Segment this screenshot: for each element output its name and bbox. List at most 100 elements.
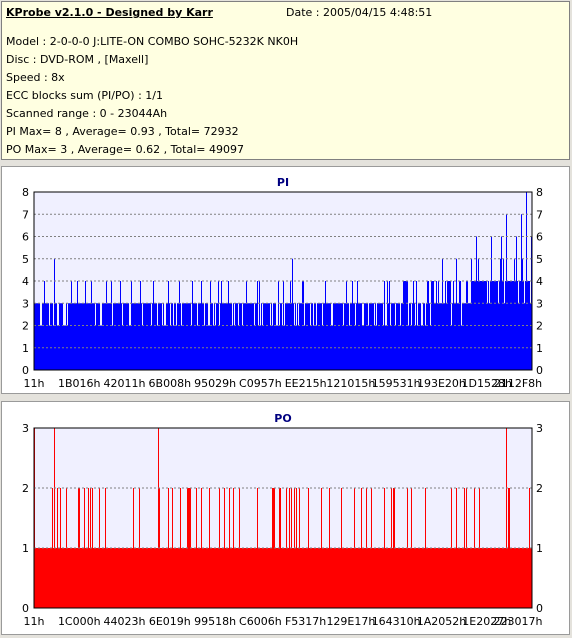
data-bar bbox=[367, 303, 368, 370]
data-bar bbox=[91, 548, 92, 608]
y-tick-label-left: 2 bbox=[22, 320, 29, 333]
data-bar bbox=[143, 548, 144, 608]
data-bar bbox=[323, 548, 324, 608]
data-bar bbox=[166, 303, 167, 370]
data-bar bbox=[303, 548, 304, 608]
y-tick-label-right: 2 bbox=[536, 320, 543, 333]
data-bar bbox=[523, 548, 524, 608]
data-bar bbox=[500, 258, 501, 370]
data-bar bbox=[140, 281, 141, 370]
data-bar bbox=[393, 488, 394, 608]
data-bar bbox=[385, 548, 386, 608]
data-bar bbox=[373, 303, 374, 370]
data-bar bbox=[127, 303, 128, 370]
data-bar bbox=[367, 548, 368, 608]
data-bar bbox=[337, 303, 338, 370]
data-bar bbox=[163, 303, 164, 370]
data-bar bbox=[514, 548, 515, 608]
data-bar bbox=[237, 303, 238, 370]
data-bar bbox=[311, 548, 312, 608]
data-bar bbox=[99, 303, 100, 370]
data-bar bbox=[289, 303, 290, 370]
data-bar bbox=[52, 488, 53, 608]
data-bar bbox=[145, 548, 146, 608]
data-bar bbox=[301, 548, 302, 608]
data-bar bbox=[98, 303, 99, 370]
data-bar bbox=[193, 548, 194, 608]
data-bar bbox=[69, 303, 70, 370]
data-bar bbox=[207, 548, 208, 608]
data-bar bbox=[263, 548, 264, 608]
data-bar bbox=[167, 548, 168, 608]
data-bar bbox=[285, 548, 286, 608]
data-bar bbox=[224, 488, 225, 608]
data-bar bbox=[237, 548, 238, 608]
data-bar bbox=[348, 303, 349, 370]
data-bar bbox=[254, 548, 255, 608]
data-bar bbox=[338, 303, 339, 370]
data-bar bbox=[120, 281, 121, 370]
data-bar bbox=[325, 281, 326, 370]
data-bar bbox=[444, 303, 445, 370]
data-bar bbox=[378, 303, 379, 370]
data-bar bbox=[395, 548, 396, 608]
data-bar bbox=[177, 548, 178, 608]
data-bar bbox=[493, 548, 494, 608]
data-bar bbox=[495, 548, 496, 608]
data-bar bbox=[306, 548, 307, 608]
data-bar bbox=[276, 325, 277, 370]
data-bar bbox=[66, 303, 67, 370]
data-bar bbox=[268, 303, 269, 370]
data-bar bbox=[109, 548, 110, 608]
data-bar bbox=[124, 548, 125, 608]
data-bar bbox=[340, 303, 341, 370]
data-bar bbox=[199, 303, 200, 370]
data-bar bbox=[134, 548, 135, 608]
y-tick-label-left: 3 bbox=[22, 297, 29, 310]
data-bar bbox=[381, 303, 382, 370]
data-bar bbox=[206, 548, 207, 608]
data-bar bbox=[82, 548, 83, 608]
x-tick-label: 1E2027h bbox=[462, 615, 511, 628]
data-bar bbox=[126, 548, 127, 608]
data-bar bbox=[322, 548, 323, 608]
data-bar bbox=[327, 303, 328, 370]
data-bar bbox=[440, 303, 441, 370]
data-bar bbox=[159, 303, 160, 370]
data-bar bbox=[457, 303, 458, 370]
x-tick-label: 11h bbox=[24, 615, 45, 628]
data-bar bbox=[514, 258, 515, 370]
data-bar bbox=[316, 325, 317, 370]
data-bar bbox=[433, 281, 434, 370]
data-bar bbox=[197, 325, 198, 370]
data-bar bbox=[46, 548, 47, 608]
data-bar bbox=[287, 548, 288, 608]
data-bar bbox=[329, 303, 330, 370]
data-bar bbox=[423, 303, 424, 370]
data-bar bbox=[377, 303, 378, 370]
data-bar bbox=[75, 548, 76, 608]
data-bar bbox=[36, 548, 37, 608]
data-bar bbox=[487, 548, 488, 608]
data-bar bbox=[144, 548, 145, 608]
data-bar bbox=[233, 488, 234, 608]
data-bar bbox=[525, 548, 526, 608]
data-bar bbox=[513, 281, 514, 370]
data-bar bbox=[217, 548, 218, 608]
data-bar bbox=[49, 548, 50, 608]
data-bar bbox=[88, 303, 89, 370]
data-bar bbox=[357, 548, 358, 608]
data-bar bbox=[271, 548, 272, 608]
data-bar bbox=[359, 548, 360, 608]
data-bar bbox=[218, 548, 219, 608]
data-bar bbox=[404, 281, 405, 370]
x-tick-label: 159531h bbox=[372, 377, 421, 390]
data-bar bbox=[299, 303, 300, 370]
data-bar bbox=[394, 303, 395, 370]
data-bar bbox=[147, 303, 148, 370]
data-bar bbox=[300, 548, 301, 608]
data-bar bbox=[201, 488, 202, 608]
data-bar bbox=[113, 548, 114, 608]
data-bar bbox=[110, 303, 111, 370]
data-bar bbox=[173, 325, 174, 370]
